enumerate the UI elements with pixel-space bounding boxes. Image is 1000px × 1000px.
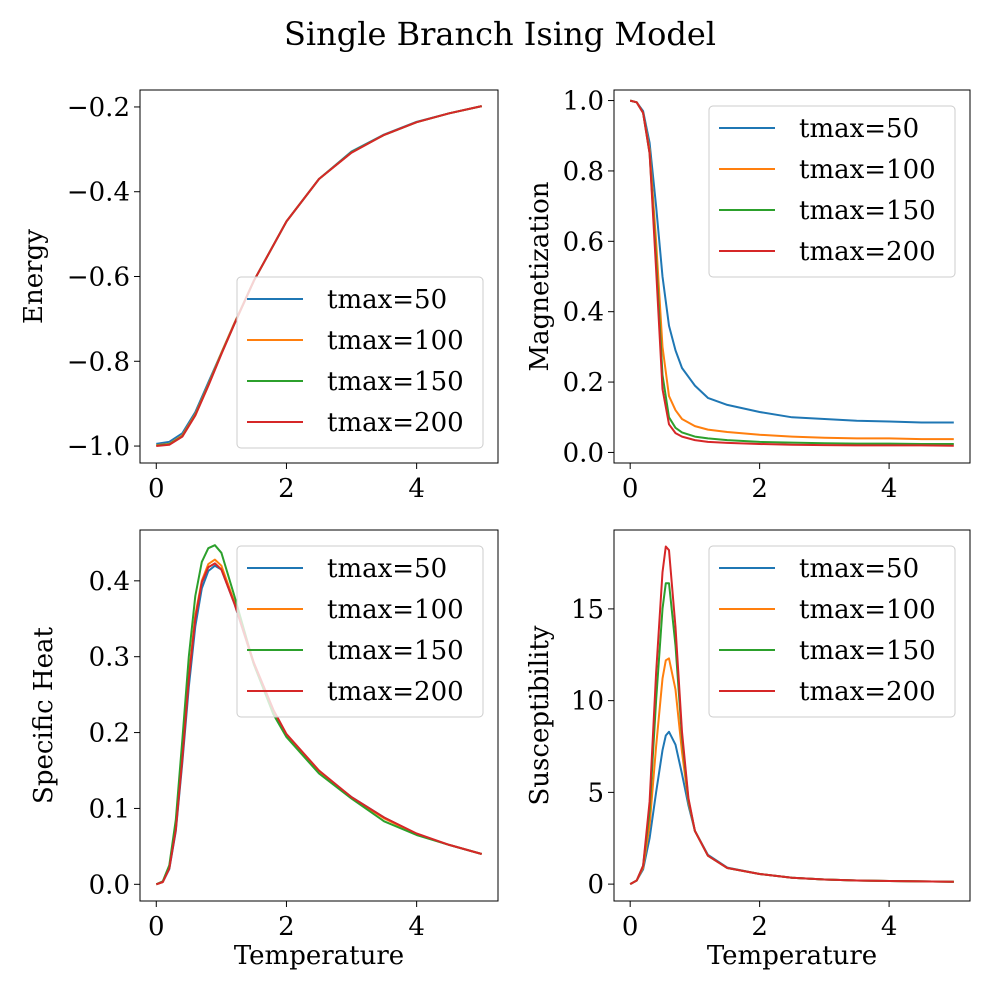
legend-label: tmax=100 bbox=[327, 326, 464, 356]
y-axis-label: Susceptibility bbox=[525, 625, 555, 805]
y-tick-label: 0.4 bbox=[89, 567, 130, 597]
x-tick-label: 0 bbox=[622, 474, 639, 504]
legend-label: tmax=100 bbox=[799, 595, 936, 625]
y-axis-label: Energy bbox=[19, 229, 49, 324]
legend-label: tmax=100 bbox=[799, 155, 936, 185]
legend-box bbox=[236, 276, 484, 449]
y-tick-label: −0.2 bbox=[67, 93, 130, 123]
subplot-4: 0 2 4 0 5 10 15 Susceptibility Temperature tmax=5… bbox=[525, 529, 971, 971]
y-tick-label: 10 bbox=[571, 687, 604, 717]
y-tick-label: 0.2 bbox=[563, 368, 604, 398]
legend: tmax=50 tmax=100 tmax=150 tmax=200 bbox=[236, 545, 484, 718]
plot-area bbox=[629, 545, 954, 885]
y-tick-label: 0.2 bbox=[89, 719, 130, 749]
plot-area bbox=[155, 544, 482, 886]
legend-label: tmax=150 bbox=[799, 636, 936, 666]
series-line-1 bbox=[629, 99, 954, 424]
legend-label: tmax=150 bbox=[799, 196, 936, 226]
legend-label: tmax=200 bbox=[327, 408, 464, 438]
legend-label: tmax=50 bbox=[799, 554, 919, 584]
x-tick-label: 4 bbox=[408, 474, 425, 504]
x-tick-label: 0 bbox=[148, 474, 165, 504]
y-tick-label: 0.1 bbox=[89, 794, 130, 824]
series-line-4 bbox=[155, 562, 482, 886]
x-tick-label: 4 bbox=[881, 474, 898, 504]
x-tick-label: 2 bbox=[751, 474, 768, 504]
axes-frame bbox=[139, 529, 499, 902]
legend: tmax=50 tmax=100 tmax=150 tmax=200 bbox=[708, 545, 956, 718]
legend-label: tmax=200 bbox=[327, 677, 464, 707]
y-tick-label: 0.8 bbox=[563, 157, 604, 187]
legend-label: tmax=100 bbox=[327, 595, 464, 625]
y-tick-label: −1.0 bbox=[67, 432, 130, 462]
legend: tmax=50 tmax=100 tmax=150 tmax=200 bbox=[708, 105, 956, 278]
plot-area bbox=[629, 99, 954, 447]
y-tick-label: −0.4 bbox=[67, 178, 130, 208]
legend-label: tmax=200 bbox=[799, 677, 936, 707]
y-axis-label: Specific Heat bbox=[29, 627, 59, 804]
x-tick-label: 2 bbox=[278, 474, 295, 504]
x-tick-label: 2 bbox=[278, 912, 295, 942]
legend-box bbox=[236, 545, 484, 718]
axes-frame bbox=[613, 89, 971, 464]
legend-label: tmax=150 bbox=[327, 367, 464, 397]
legend-label: tmax=50 bbox=[799, 114, 919, 144]
y-tick-label: 0.3 bbox=[89, 643, 130, 673]
x-axis-label: Temperature bbox=[234, 941, 404, 971]
x-tick-label: 0 bbox=[148, 912, 165, 942]
x-tick-label: 4 bbox=[408, 912, 425, 942]
legend-label: tmax=200 bbox=[799, 237, 936, 267]
y-tick-label: 0 bbox=[587, 870, 604, 900]
x-tick-label: 2 bbox=[751, 912, 768, 942]
y-tick-label: −0.6 bbox=[67, 263, 130, 293]
subplot-2: 0 2 4 0.0 0.2 0.4 0.6 0.8 1.0 Magnetization tmax=5… bbox=[525, 87, 971, 504]
y-tick-label: 1.0 bbox=[563, 87, 604, 117]
figure-title: Single Branch Ising Model bbox=[284, 15, 716, 53]
x-tick-label: 4 bbox=[881, 912, 898, 942]
legend-label: tmax=50 bbox=[327, 285, 447, 315]
y-tick-label: 0.0 bbox=[89, 870, 130, 900]
series-line-3 bbox=[155, 544, 482, 886]
legend-box bbox=[708, 105, 956, 278]
y-tick-label: 0.4 bbox=[563, 298, 604, 328]
legend-label: tmax=50 bbox=[327, 554, 447, 584]
y-tick-label: 15 bbox=[571, 595, 604, 625]
series-line-4 bbox=[629, 545, 954, 885]
subplot-3: 0 2 4 0.0 0.1 0.2 0.3 0.4 Specific Heat Temperatu… bbox=[29, 529, 499, 971]
series-line-1 bbox=[629, 730, 954, 885]
y-tick-label: 0.6 bbox=[563, 227, 604, 257]
y-axis-label: Magnetization bbox=[525, 181, 555, 371]
legend: tmax=50 tmax=100 tmax=150 tmax=200 bbox=[236, 276, 484, 449]
y-tick-label: −0.8 bbox=[67, 347, 130, 377]
series-line-4 bbox=[629, 99, 954, 447]
legend-box bbox=[708, 545, 956, 718]
y-tick-label: 5 bbox=[587, 778, 604, 808]
x-axis-label: Temperature bbox=[707, 941, 877, 971]
x-tick-label: 0 bbox=[622, 912, 639, 942]
legend-label: tmax=150 bbox=[327, 636, 464, 666]
axes-frame bbox=[613, 529, 971, 902]
y-tick-label: 0.0 bbox=[563, 438, 604, 468]
